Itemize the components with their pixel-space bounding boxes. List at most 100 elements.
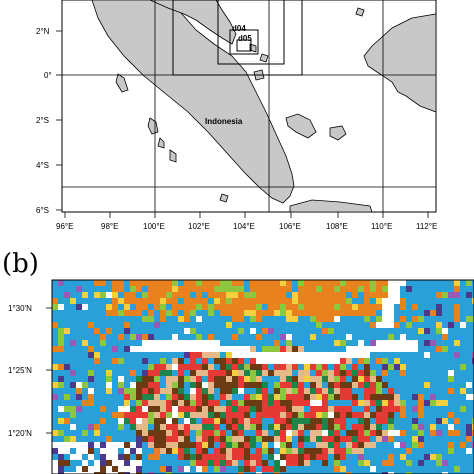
land-use-cell bbox=[340, 388, 346, 394]
land-use-cell bbox=[460, 442, 466, 448]
land-use-cell bbox=[244, 424, 250, 430]
land-use-cell bbox=[232, 352, 238, 358]
land-use-cell bbox=[160, 280, 166, 286]
land-use-cell bbox=[172, 334, 178, 340]
land-use-cell bbox=[166, 340, 172, 346]
land-use-cell bbox=[100, 310, 106, 316]
land-use-cell bbox=[208, 334, 214, 340]
land-use-cell bbox=[190, 316, 196, 322]
land-use-cell bbox=[160, 388, 166, 394]
land-use-cell bbox=[262, 442, 268, 448]
land-use-cell bbox=[436, 370, 442, 376]
land-use-cell bbox=[232, 448, 238, 454]
land-use-cell bbox=[316, 370, 322, 376]
land-use-cell bbox=[118, 280, 124, 286]
land-use-cell bbox=[208, 382, 214, 388]
land-use-cell bbox=[292, 292, 298, 298]
land-use-cell bbox=[352, 322, 358, 328]
land-use-cell bbox=[124, 466, 130, 472]
land-use-cell bbox=[460, 472, 466, 474]
land-use-cell bbox=[130, 418, 136, 424]
land-use-cell bbox=[148, 454, 154, 460]
land-use-cell bbox=[382, 322, 388, 328]
land-use-cell bbox=[388, 322, 394, 328]
land-use-cell bbox=[298, 316, 304, 322]
land-use-cell bbox=[274, 454, 280, 460]
land-use-cell bbox=[178, 358, 184, 364]
land-use-cell bbox=[454, 352, 460, 358]
land-use-cell bbox=[232, 376, 238, 382]
land-use-cell bbox=[340, 286, 346, 292]
land-use-cell bbox=[118, 406, 124, 412]
land-use-cell bbox=[400, 454, 406, 460]
land-use-cell bbox=[316, 352, 322, 358]
land-use-cell bbox=[280, 358, 286, 364]
land-use-cell bbox=[154, 352, 160, 358]
land-use-cell bbox=[364, 424, 370, 430]
land-use-cell bbox=[226, 304, 232, 310]
land-use-cell bbox=[370, 460, 376, 466]
land-use-cell bbox=[346, 430, 352, 436]
land-use-cell bbox=[424, 352, 430, 358]
land-use-cell bbox=[160, 370, 166, 376]
land-use-cell bbox=[148, 412, 154, 418]
land-use-cell bbox=[130, 388, 136, 394]
land-use-cell bbox=[412, 370, 418, 376]
land-use-cell bbox=[286, 310, 292, 316]
land-use-cell bbox=[406, 358, 412, 364]
land-use-cell bbox=[88, 292, 94, 298]
land-use-cell bbox=[340, 472, 346, 474]
land-use-cell bbox=[76, 292, 82, 298]
land-use-cell bbox=[244, 442, 250, 448]
land-use-cell bbox=[286, 406, 292, 412]
land-use-cell bbox=[250, 406, 256, 412]
land-use-cell bbox=[106, 352, 112, 358]
land-use-cell bbox=[190, 454, 196, 460]
land-use-cell bbox=[412, 340, 418, 346]
land-use-cell bbox=[268, 334, 274, 340]
land-use-cell bbox=[106, 286, 112, 292]
land-use-cell bbox=[340, 364, 346, 370]
land-use-cell bbox=[52, 460, 58, 466]
land-use-cell bbox=[244, 370, 250, 376]
land-use-cell bbox=[238, 472, 244, 474]
lon-label-108e: 108°E bbox=[326, 222, 348, 231]
land-use-cell bbox=[436, 400, 442, 406]
land-use-cell bbox=[178, 442, 184, 448]
land-use-cell bbox=[382, 430, 388, 436]
land-use-cell bbox=[328, 334, 334, 340]
land-use-cell bbox=[364, 418, 370, 424]
land-use-cell bbox=[472, 292, 474, 298]
land-use-cell bbox=[364, 388, 370, 394]
land-use-cell bbox=[394, 394, 400, 400]
land-use-cell bbox=[436, 322, 442, 328]
land-use-cell bbox=[466, 340, 472, 346]
land-use-cell bbox=[472, 442, 474, 448]
land-use-cell bbox=[310, 352, 316, 358]
land-use-cell bbox=[358, 448, 364, 454]
land-use-cell bbox=[166, 382, 172, 388]
land-use-cell bbox=[70, 460, 76, 466]
land-use-cell bbox=[250, 286, 256, 292]
land-use-cell bbox=[82, 352, 88, 358]
land-use-cell bbox=[430, 376, 436, 382]
land-use-cell bbox=[100, 460, 106, 466]
lat-ticks-a bbox=[56, 30, 62, 211]
land-use-cell bbox=[418, 454, 424, 460]
land-use-cell bbox=[214, 304, 220, 310]
land-use-cell bbox=[82, 460, 88, 466]
land-use-cell bbox=[136, 280, 142, 286]
land-use-cell bbox=[418, 400, 424, 406]
land-enggano bbox=[219, 193, 229, 203]
land-use-cell bbox=[388, 328, 394, 334]
land-use-cell bbox=[106, 448, 112, 454]
land-use-cell bbox=[226, 376, 232, 382]
land-use-cell bbox=[454, 472, 460, 474]
land-use-cell bbox=[292, 472, 298, 474]
land-use-cell bbox=[424, 316, 430, 322]
land-use-cell bbox=[274, 334, 280, 340]
land-use-cell bbox=[412, 316, 418, 322]
land-use-cell bbox=[394, 436, 400, 442]
land-use-cell bbox=[382, 280, 388, 286]
land-use-cell bbox=[202, 430, 208, 436]
